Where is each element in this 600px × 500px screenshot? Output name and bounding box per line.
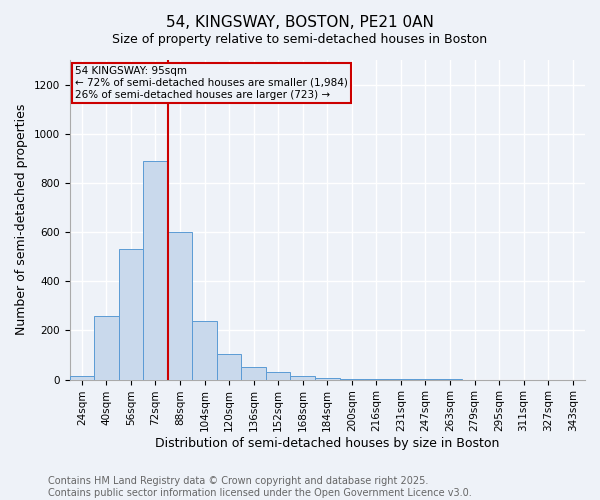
Bar: [266, 372, 290, 380]
Bar: [168, 232, 192, 380]
Bar: [217, 354, 241, 380]
Bar: [70, 376, 94, 380]
Text: 54 KINGSWAY: 95sqm
← 72% of semi-detached houses are smaller (1,984)
26% of semi: 54 KINGSWAY: 95sqm ← 72% of semi-detache…: [74, 66, 347, 100]
Bar: [241, 368, 266, 380]
Bar: [290, 376, 315, 380]
Text: Contains HM Land Registry data © Crown copyright and database right 2025.
Contai: Contains HM Land Registry data © Crown c…: [48, 476, 472, 498]
Bar: [119, 250, 143, 380]
Y-axis label: Number of semi-detached properties: Number of semi-detached properties: [15, 104, 28, 336]
Bar: [192, 320, 217, 380]
X-axis label: Distribution of semi-detached houses by size in Boston: Distribution of semi-detached houses by …: [155, 437, 499, 450]
Text: 54, KINGSWAY, BOSTON, PE21 0AN: 54, KINGSWAY, BOSTON, PE21 0AN: [166, 15, 434, 30]
Text: Size of property relative to semi-detached houses in Boston: Size of property relative to semi-detach…: [112, 32, 488, 46]
Bar: [94, 316, 119, 380]
Bar: [340, 379, 364, 380]
Bar: [315, 378, 340, 380]
Bar: [143, 161, 168, 380]
